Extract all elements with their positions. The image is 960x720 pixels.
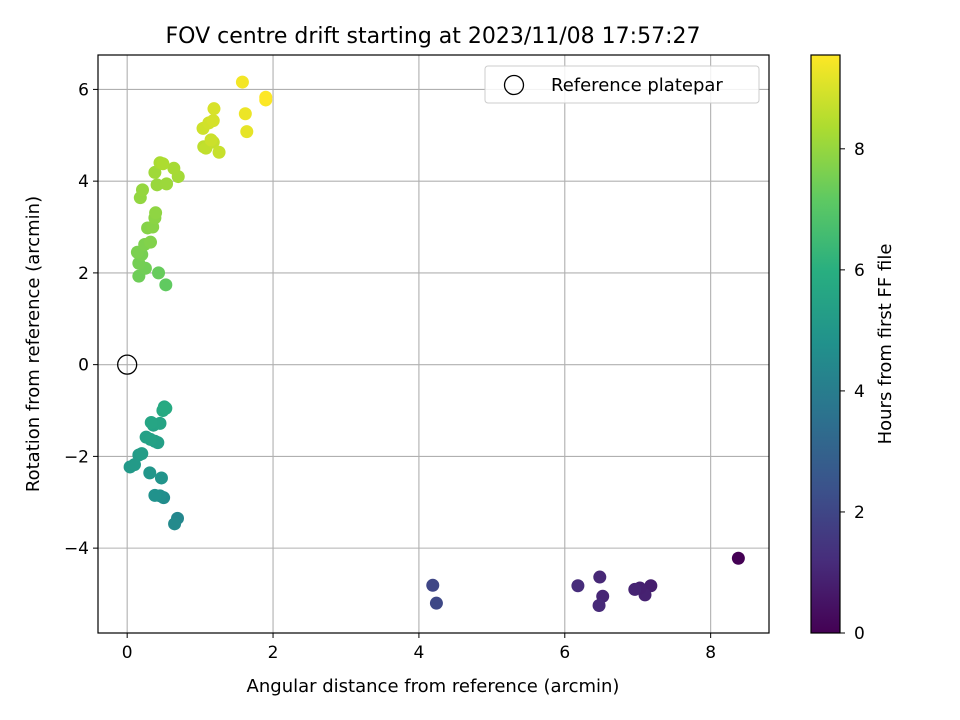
y-tick-label: −4 — [64, 539, 89, 559]
colorbar-label: Hours from first FF file — [875, 244, 896, 445]
x-axis-ticks: 0 2 4 6 8 — [122, 633, 716, 663]
colorbar-tick-label: 2 — [854, 503, 865, 523]
data-point — [144, 415, 158, 429]
colorbar-tick-label: 6 — [854, 261, 865, 281]
data-point — [259, 90, 273, 104]
data-point — [429, 596, 443, 610]
data-point — [206, 114, 220, 128]
data-point — [592, 598, 606, 612]
legend-box — [484, 65, 760, 104]
data-point — [148, 488, 162, 502]
x-tick-label: 6 — [559, 643, 570, 663]
data-point — [152, 266, 166, 280]
data-point — [212, 145, 226, 159]
colorbar — [810, 54, 841, 634]
data-point — [159, 278, 173, 292]
y-tick-label: 4 — [78, 172, 89, 192]
data-point — [731, 551, 745, 565]
colorbar-tick-label: 0 — [854, 624, 865, 644]
chart-title: FOV centre drift starting at 2023/11/08 … — [166, 24, 701, 49]
scatter-points — [123, 75, 745, 612]
data-point — [167, 161, 181, 175]
colorbar-tick-label: 8 — [854, 140, 865, 160]
data-point — [160, 177, 174, 191]
legend-label-reference-platepar: Reference platepar — [551, 75, 723, 96]
grid — [98, 55, 769, 633]
data-point — [238, 107, 252, 121]
y-tick-label: 6 — [78, 80, 89, 100]
data-point — [144, 235, 158, 249]
x-axis-label: Angular distance from reference (arcmin) — [247, 676, 620, 697]
data-point — [204, 133, 218, 147]
data-point — [149, 206, 163, 220]
data-point — [240, 125, 254, 139]
x-tick-label: 8 — [705, 643, 716, 663]
legend-reference-marker — [503, 74, 525, 96]
x-tick-label: 0 — [122, 643, 133, 663]
data-point — [207, 102, 221, 116]
data-point — [135, 447, 149, 461]
data-point — [159, 401, 173, 415]
data-point — [154, 471, 168, 485]
y-axis-ticks: −4 −2 0 2 4 6 — [64, 80, 98, 559]
data-point — [628, 582, 642, 596]
data-point — [144, 432, 158, 446]
x-tick-label: 2 — [268, 643, 279, 663]
y-tick-label: −2 — [64, 447, 89, 467]
data-point — [571, 579, 585, 593]
data-point — [426, 578, 440, 592]
data-point — [235, 75, 249, 89]
plot-frame — [97, 54, 770, 634]
legend: Reference platepar — [484, 65, 760, 104]
colorbar-tick-label: 4 — [854, 382, 865, 402]
y-tick-label: 2 — [78, 264, 89, 284]
x-tick-label: 4 — [413, 643, 424, 663]
reference-platepar-marker — [117, 354, 138, 375]
y-axis-label: Rotation from reference (arcmin) — [23, 196, 44, 492]
data-point — [593, 570, 607, 584]
y-tick-label: 0 — [78, 356, 89, 376]
data-point — [168, 517, 182, 531]
data-point — [150, 178, 164, 192]
data-point — [148, 165, 162, 179]
data-point — [135, 183, 149, 197]
data-point — [143, 466, 157, 480]
colorbar-ticks: 0 2 4 6 8 — [840, 140, 865, 644]
data-point — [156, 157, 170, 171]
